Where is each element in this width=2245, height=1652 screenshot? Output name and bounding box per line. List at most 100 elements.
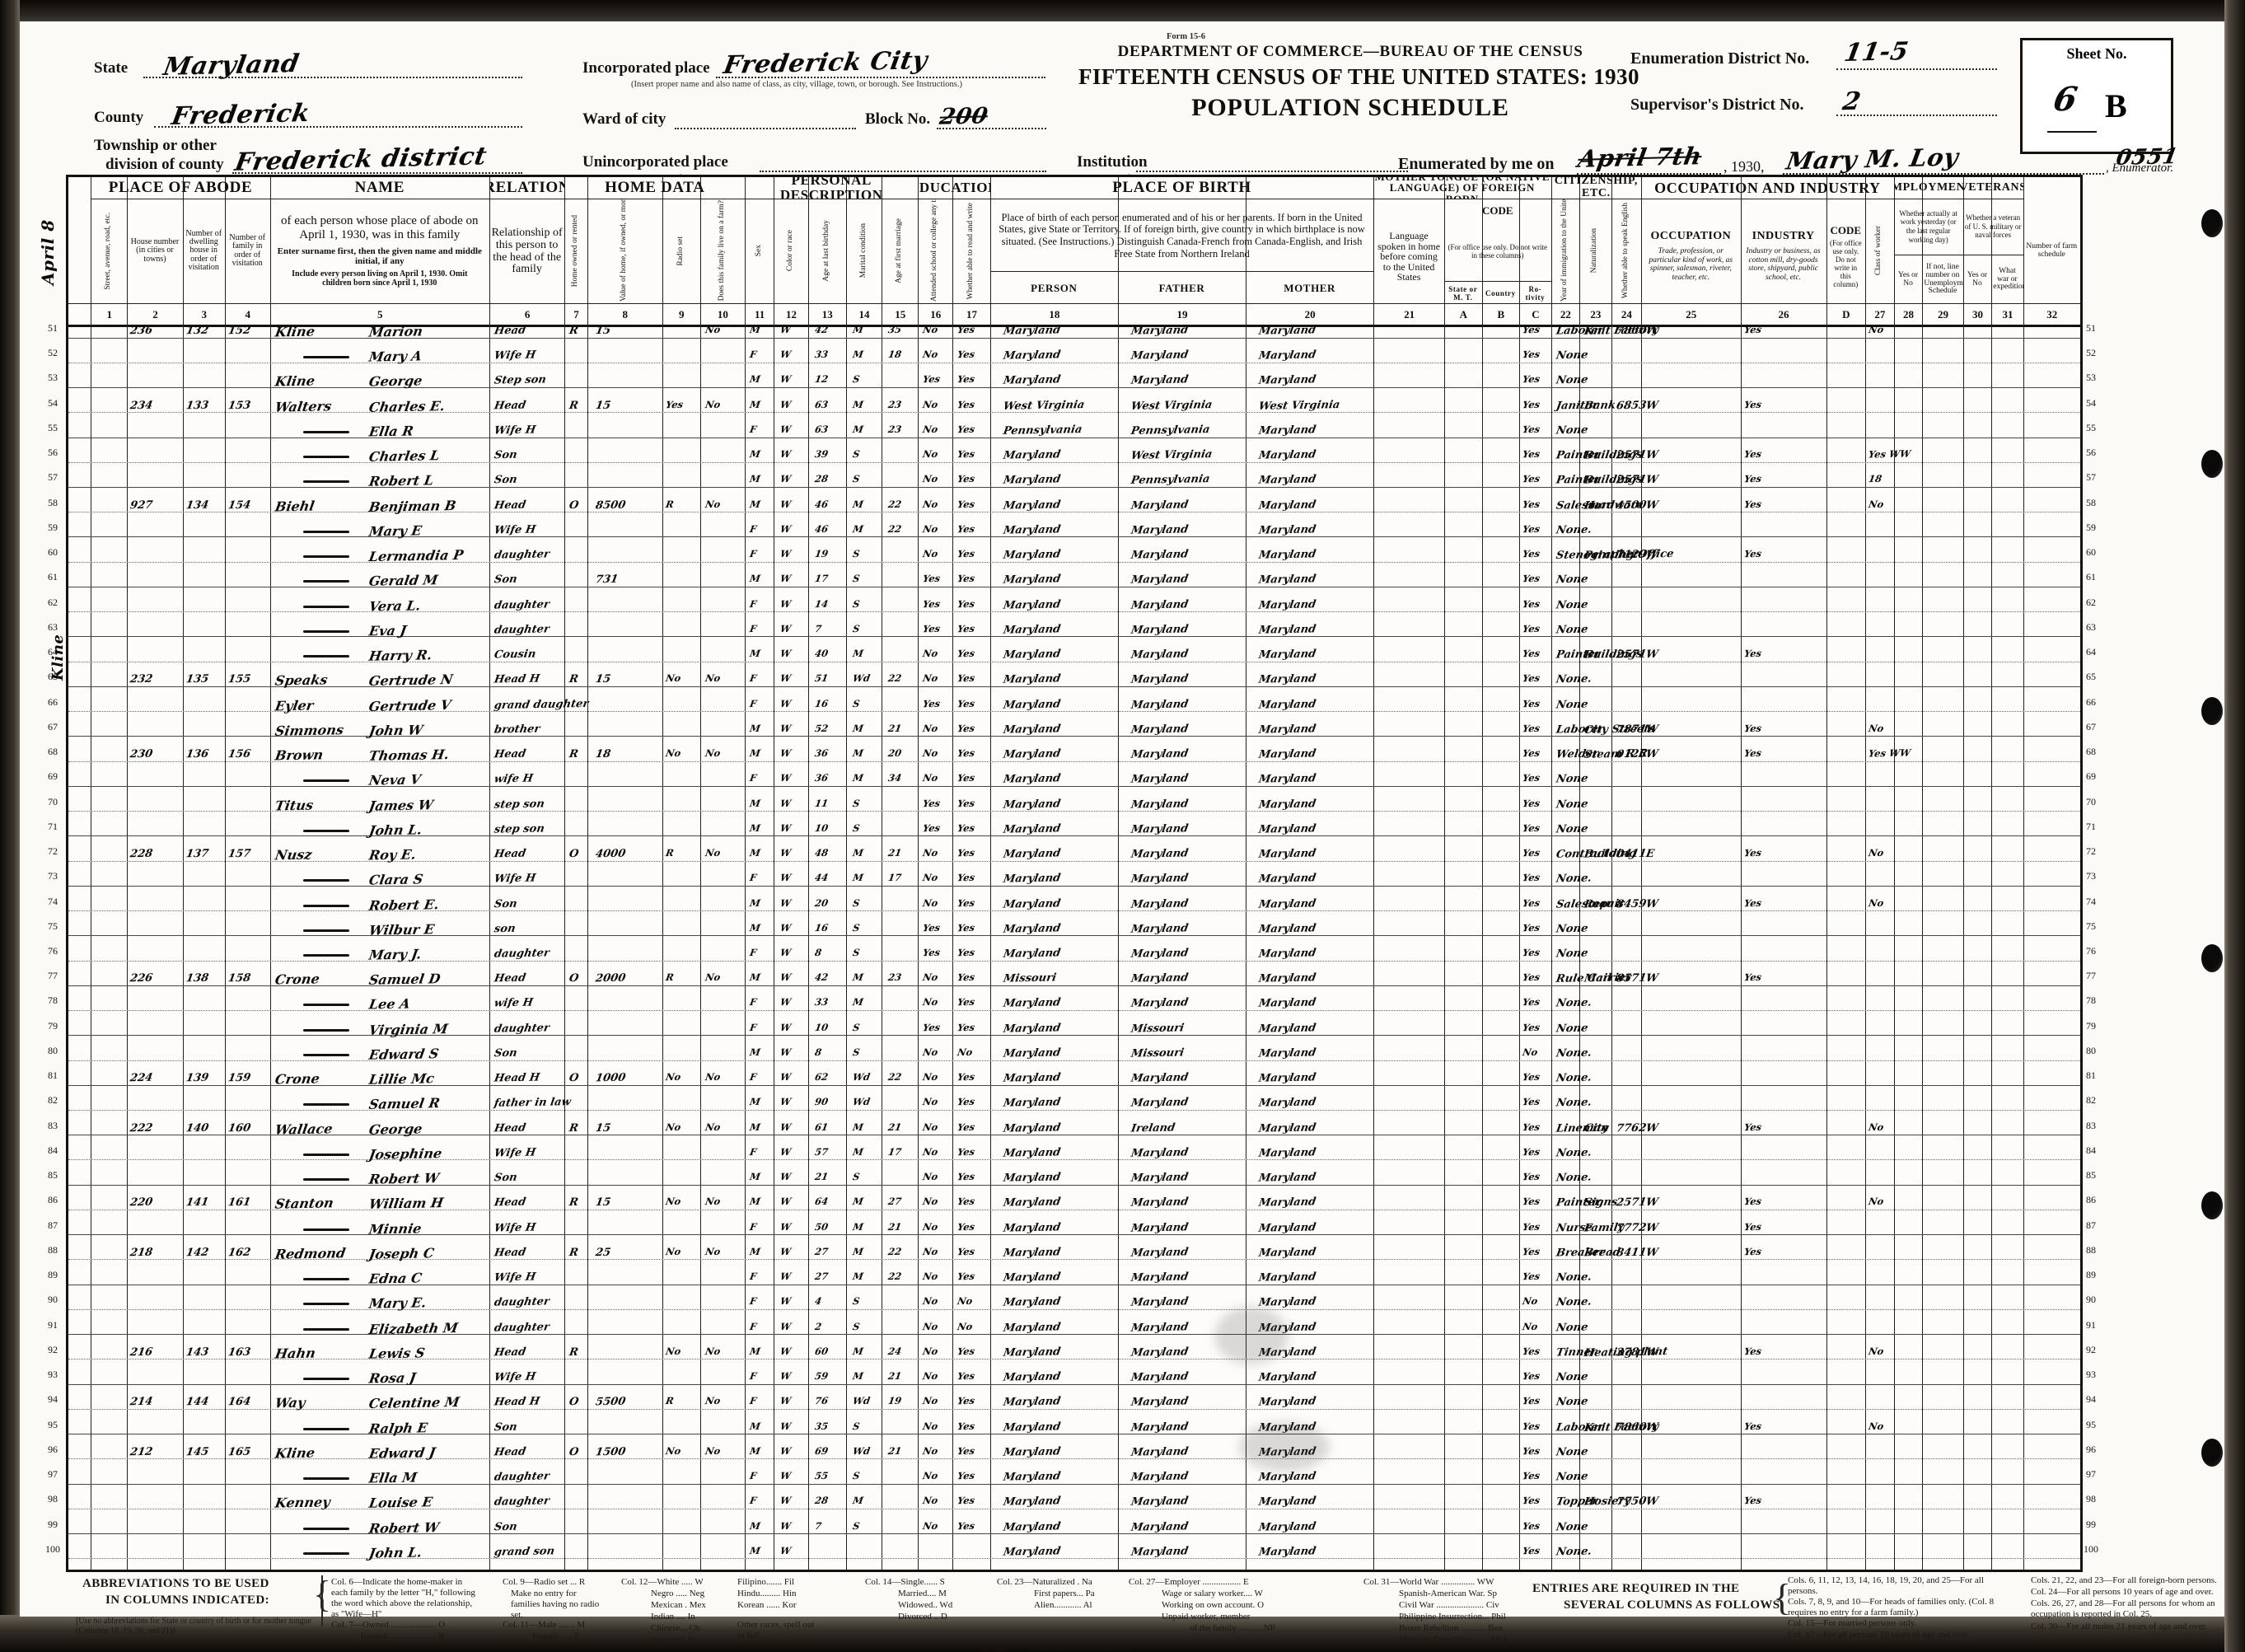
cell-pob[interactable]: Maryland [1002,1519,1062,1534]
cell-age[interactable]: 21 [813,1171,830,1183]
cell-dwell[interactable]: 136 [185,747,210,761]
cell-farm[interactable]: No [704,1121,721,1133]
cell-code[interactable]: 2571 [1615,1196,1648,1210]
cell-emp[interactable]: Yes [1742,398,1762,410]
cell-relation[interactable]: Cousin [493,648,537,662]
cell-pob[interactable]: Maryland [1002,697,1062,712]
cell-sex[interactable]: M [749,473,762,485]
cell-emp[interactable]: Yes [1742,746,1762,760]
cell-mpob[interactable]: Maryland [1257,573,1317,587]
cell-eng[interactable]: Yes [1522,1220,1541,1233]
cell-fpob[interactable]: West Virginia [1130,398,1214,413]
cell-rw[interactable]: Yes [956,1245,976,1258]
cell-dwell[interactable]: 139 [185,1071,210,1085]
cell-eng[interactable]: Yes [1522,1345,1541,1358]
cell-surname[interactable]: Wallace [274,1121,334,1138]
cell-val[interactable]: 15 [594,1121,611,1135]
cell-vet[interactable]: No [1867,1345,1885,1358]
table-row[interactable] [68,772,2080,787]
cell-code[interactable]: 7860 [1615,324,1648,338]
cell-occ[interactable]: None. [1555,672,1593,686]
cell-fpob[interactable]: Maryland [1130,947,1190,961]
cell-relation[interactable]: Son [493,1520,518,1533]
cell-given[interactable]: Mary J. [367,946,423,963]
cell-house[interactable]: 214 [129,1396,154,1409]
cell-rw[interactable]: Yes [956,323,976,336]
table-row[interactable] [68,623,2080,638]
cell-relation[interactable]: Wife H [493,1221,537,1235]
cell-mpob[interactable]: Maryland [1257,623,1317,637]
cell-own[interactable]: R [568,1345,580,1359]
cell-race[interactable]: W [779,1196,793,1208]
cell-eng[interactable]: Yes [1522,1395,1541,1407]
cell-mar[interactable]: M [851,323,864,336]
cell-sex[interactable]: M [749,746,762,760]
cell-sch[interactable]: No [922,1196,939,1208]
cell-occ[interactable]: None [1555,798,1589,811]
cell-mpob[interactable]: Maryland [1257,1246,1317,1260]
cell-sex[interactable]: M [749,722,762,734]
cell-eng[interactable]: Yes [1522,672,1541,685]
cell-given[interactable]: Mary A [367,348,423,365]
cell-occ[interactable]: None [1555,1370,1589,1384]
cell-given[interactable]: Vera L. [367,597,422,615]
cell-given[interactable]: Elizabeth M [367,1319,459,1337]
cell-sch[interactable]: No [922,672,939,685]
cell-emp[interactable]: Yes [1742,1220,1762,1233]
cell-age[interactable]: 57 [813,1145,830,1158]
cell-agem[interactable]: 35 [887,323,903,336]
cell-code[interactable]: 7750 [1615,1495,1648,1509]
cell-sch[interactable]: No [922,647,939,660]
cell-fpob[interactable]: Maryland [1130,1445,1190,1459]
cell-mpob[interactable]: Maryland [1257,324,1317,338]
cell-emp[interactable]: Yes [1742,1121,1762,1133]
cell-relation[interactable]: Step son [493,373,548,388]
cell-sch[interactable]: No [922,522,939,536]
cell-race[interactable]: W [779,597,793,610]
cell-eng[interactable]: Yes [1522,1245,1541,1258]
cell-sex[interactable]: M [749,1519,762,1532]
cell-eng[interactable]: Yes [1522,498,1541,510]
cell-given[interactable]: Benjiman B [367,497,457,515]
cell-farm[interactable]: No [704,1395,721,1407]
cell-pob[interactable]: Maryland [1002,1395,1062,1409]
cell-given[interactable]: Wilbur E [367,920,436,938]
cell-sch[interactable]: Yes [922,622,942,635]
cell-cls[interactable]: W [1644,1345,1659,1359]
cell-relation[interactable]: Wife H [493,523,537,537]
cell-surname[interactable]: Kenney [274,1494,331,1511]
cell-fpob[interactable]: Maryland [1130,672,1190,687]
cell-race[interactable]: W [779,573,793,585]
cell-race[interactable]: W [779,1121,793,1133]
cell-house[interactable]: 228 [129,847,154,861]
cell-val[interactable]: 25 [594,1246,611,1260]
cell-eng[interactable]: Yes [1522,547,1541,560]
cell-own[interactable]: R [568,324,580,338]
cell-rw[interactable]: Yes [956,1369,976,1383]
cell-eng[interactable]: Yes [1522,447,1541,461]
cell-dwell[interactable]: 140 [185,1121,210,1135]
cell-agem[interactable]: 23 [887,398,903,410]
cell-mar[interactable]: Wd [851,672,871,685]
cell-rw[interactable]: Yes [956,622,976,635]
cell-sch[interactable]: No [922,722,939,735]
cell-fpob[interactable]: Maryland [1130,1196,1190,1210]
cell-radio[interactable]: Yes [664,398,685,410]
cell-eng[interactable]: Yes [1522,1519,1541,1532]
cell-dwell[interactable]: 145 [185,1445,210,1459]
table-row[interactable] [68,1096,2080,1111]
cell-race[interactable]: W [779,1320,793,1332]
cell-occ[interactable]: None [1555,1470,1589,1484]
cell-val[interactable]: 15 [594,673,611,686]
cell-occ[interactable]: None [1555,1022,1589,1036]
cell-rw[interactable]: Yes [956,1220,976,1233]
cell-occ[interactable]: None [1555,772,1589,786]
cell-val[interactable]: 15 [594,399,611,412]
cell-given[interactable]: John W [367,722,424,739]
cell-pob[interactable]: Maryland [1002,1495,1062,1509]
cell-given[interactable]: Ralph E [367,1419,428,1437]
cell-agem[interactable]: 18 [887,349,903,361]
cell-val[interactable]: 2000 [594,971,627,985]
cell-surname[interactable]: Biehl [274,498,316,515]
cell-age[interactable]: 10 [813,1021,830,1033]
